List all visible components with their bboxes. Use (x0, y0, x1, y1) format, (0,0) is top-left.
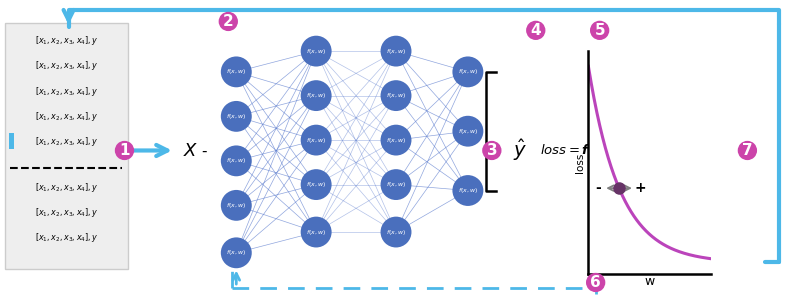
Text: $f(x,w)$: $f(x,w)$ (386, 180, 406, 189)
Ellipse shape (221, 190, 252, 221)
FancyBboxPatch shape (5, 23, 129, 269)
Text: 7: 7 (742, 143, 753, 158)
Text: $[x_1,x_2,x_3,x_4], y$: $[x_1,x_2,x_3,x_4], y$ (35, 59, 99, 72)
Text: $f(x,w)$: $f(x,w)$ (226, 112, 246, 121)
Ellipse shape (221, 101, 252, 132)
Ellipse shape (590, 21, 610, 40)
Text: 3: 3 (486, 143, 497, 158)
Ellipse shape (115, 141, 134, 160)
Text: $f(x,w)$: $f(x,w)$ (306, 180, 326, 189)
Text: 5: 5 (594, 23, 605, 38)
Text: $f(x,w)$: $f(x,w)$ (458, 186, 478, 195)
Ellipse shape (221, 56, 252, 87)
Ellipse shape (381, 36, 411, 66)
Text: 6: 6 (590, 275, 601, 290)
Text: $[x_1,x_2,x_3,x_4], y$: $[x_1,x_2,x_3,x_4], y$ (35, 181, 99, 194)
Ellipse shape (221, 145, 252, 176)
Text: $f(x,w)$: $f(x,w)$ (306, 91, 326, 100)
Text: $f(x,w)$: $f(x,w)$ (226, 201, 246, 210)
Text: $[x_1,x_2,x_3,x_4], y$: $[x_1,x_2,x_3,x_4], y$ (35, 232, 99, 244)
Text: $f(x,w)$: $f(x,w)$ (458, 67, 478, 76)
Ellipse shape (453, 175, 483, 206)
Text: $f(x,w)$: $f(x,w)$ (226, 248, 246, 257)
Ellipse shape (301, 217, 332, 247)
Text: $f(x,w)$: $f(x,w)$ (306, 46, 326, 56)
Ellipse shape (381, 217, 411, 247)
Text: 4: 4 (530, 23, 541, 38)
Ellipse shape (301, 36, 332, 66)
Ellipse shape (738, 141, 757, 160)
Ellipse shape (381, 125, 411, 156)
Text: $f(x,w)$: $f(x,w)$ (386, 46, 406, 56)
Text: $f(x,w)$: $f(x,w)$ (306, 136, 326, 145)
Ellipse shape (221, 238, 252, 268)
Text: $f(x,w)$: $f(x,w)$ (226, 67, 246, 76)
Text: $f(x,w)$: $f(x,w)$ (386, 91, 406, 100)
Ellipse shape (586, 273, 606, 292)
Text: $[x_1,x_2,x_3,x_4], y$: $[x_1,x_2,x_3,x_4], y$ (35, 85, 99, 98)
Text: 2: 2 (223, 14, 234, 29)
Ellipse shape (526, 21, 546, 40)
Text: $f(x,w)$: $f(x,w)$ (458, 127, 478, 136)
FancyBboxPatch shape (9, 133, 14, 149)
Text: $f(x,w)$: $f(x,w)$ (386, 228, 406, 237)
Text: $f(x,w)$: $f(x,w)$ (306, 228, 326, 237)
Text: 1: 1 (119, 143, 130, 158)
Ellipse shape (301, 80, 332, 111)
Text: $f(x,w)$: $f(x,w)$ (226, 156, 246, 165)
Text: $[x_1,x_2,x_3,x_4], y$: $[x_1,x_2,x_3,x_4], y$ (35, 34, 99, 47)
Ellipse shape (301, 169, 332, 200)
Text: $\mathit{loss} = \boldsymbol{f}(\mathit{y}, \hat{y})$: $\mathit{loss} = \boldsymbol{f}(\mathit{… (540, 141, 621, 160)
Ellipse shape (381, 80, 411, 111)
Ellipse shape (381, 169, 411, 200)
Text: -: - (201, 144, 206, 159)
Text: $[x_1,x_2,x_3,x_4], y$: $[x_1,x_2,x_3,x_4], y$ (35, 206, 99, 219)
Ellipse shape (482, 141, 502, 160)
Text: w: w (590, 263, 601, 277)
Text: $X$: $X$ (183, 142, 198, 160)
Ellipse shape (453, 116, 483, 147)
Ellipse shape (453, 56, 483, 87)
Ellipse shape (301, 125, 332, 156)
Text: $\hat{y}$: $\hat{y}$ (514, 137, 528, 163)
Text: $[x_1,x_2,x_3,x_4], y$: $[x_1,x_2,x_3,x_4], y$ (35, 110, 99, 123)
Text: $[x_1,x_2,x_3,x_4], y$: $[x_1,x_2,x_3,x_4], y$ (35, 135, 99, 148)
Ellipse shape (218, 12, 238, 31)
Text: $f(x,w)$: $f(x,w)$ (386, 136, 406, 145)
